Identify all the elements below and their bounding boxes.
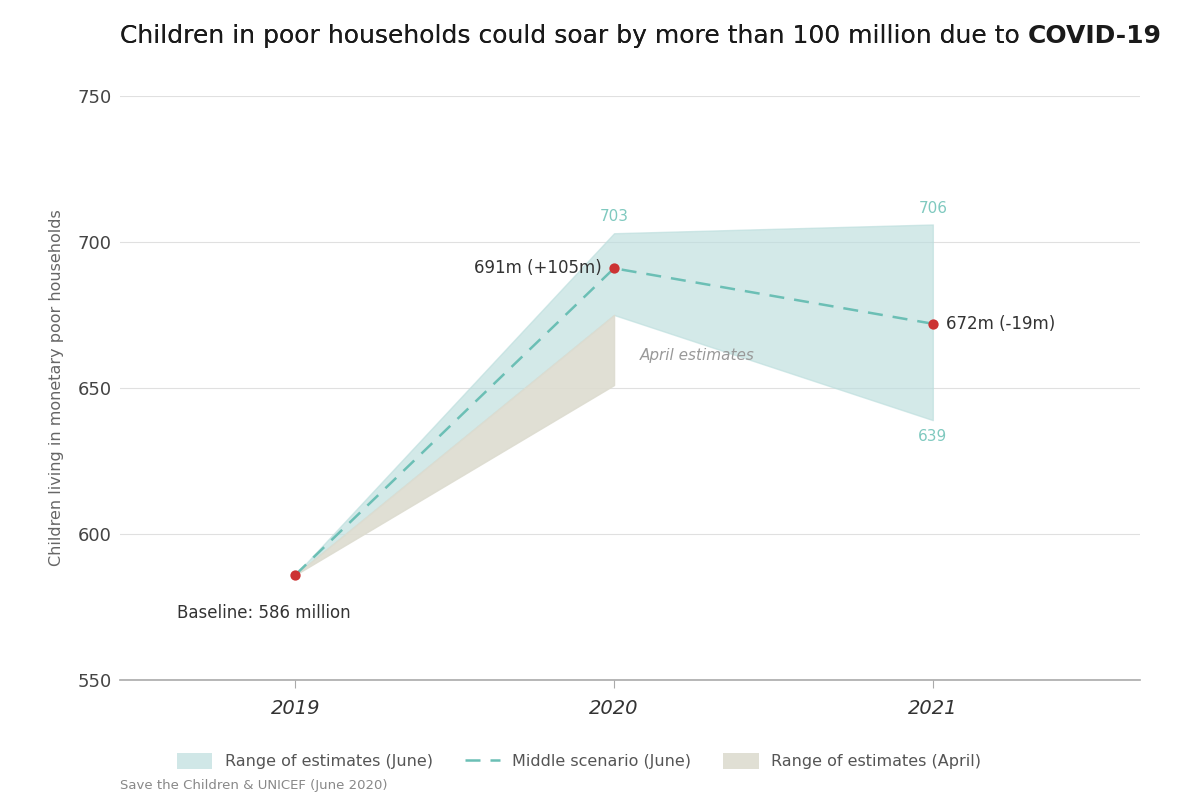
Text: 639: 639 bbox=[918, 429, 948, 444]
Text: Children in poor households could soar by more than 100 million due to: Children in poor households could soar b… bbox=[120, 24, 1027, 48]
Text: 672m (-19m): 672m (-19m) bbox=[946, 314, 1055, 333]
Text: 706: 706 bbox=[918, 201, 947, 216]
Text: Save the Children & UNICEF (June 2020): Save the Children & UNICEF (June 2020) bbox=[120, 779, 388, 792]
Text: Children in poor households could soar by more than 100 million due to: Children in poor households could soar b… bbox=[120, 24, 1027, 48]
Text: 703: 703 bbox=[600, 210, 629, 225]
Text: Baseline: 586 million: Baseline: 586 million bbox=[178, 604, 352, 622]
Legend: Range of estimates (June), Middle scenario (June), Range of estimates (April): Range of estimates (June), Middle scenar… bbox=[170, 746, 988, 776]
Point bbox=[286, 569, 305, 582]
Text: 691m (+105m): 691m (+105m) bbox=[474, 259, 601, 278]
Point bbox=[605, 262, 624, 274]
Text: April estimates: April estimates bbox=[640, 348, 755, 363]
Text: COVID-19: COVID-19 bbox=[1027, 24, 1162, 48]
Y-axis label: Children living in monetary poor households: Children living in monetary poor househo… bbox=[48, 210, 64, 566]
Point bbox=[923, 318, 942, 330]
